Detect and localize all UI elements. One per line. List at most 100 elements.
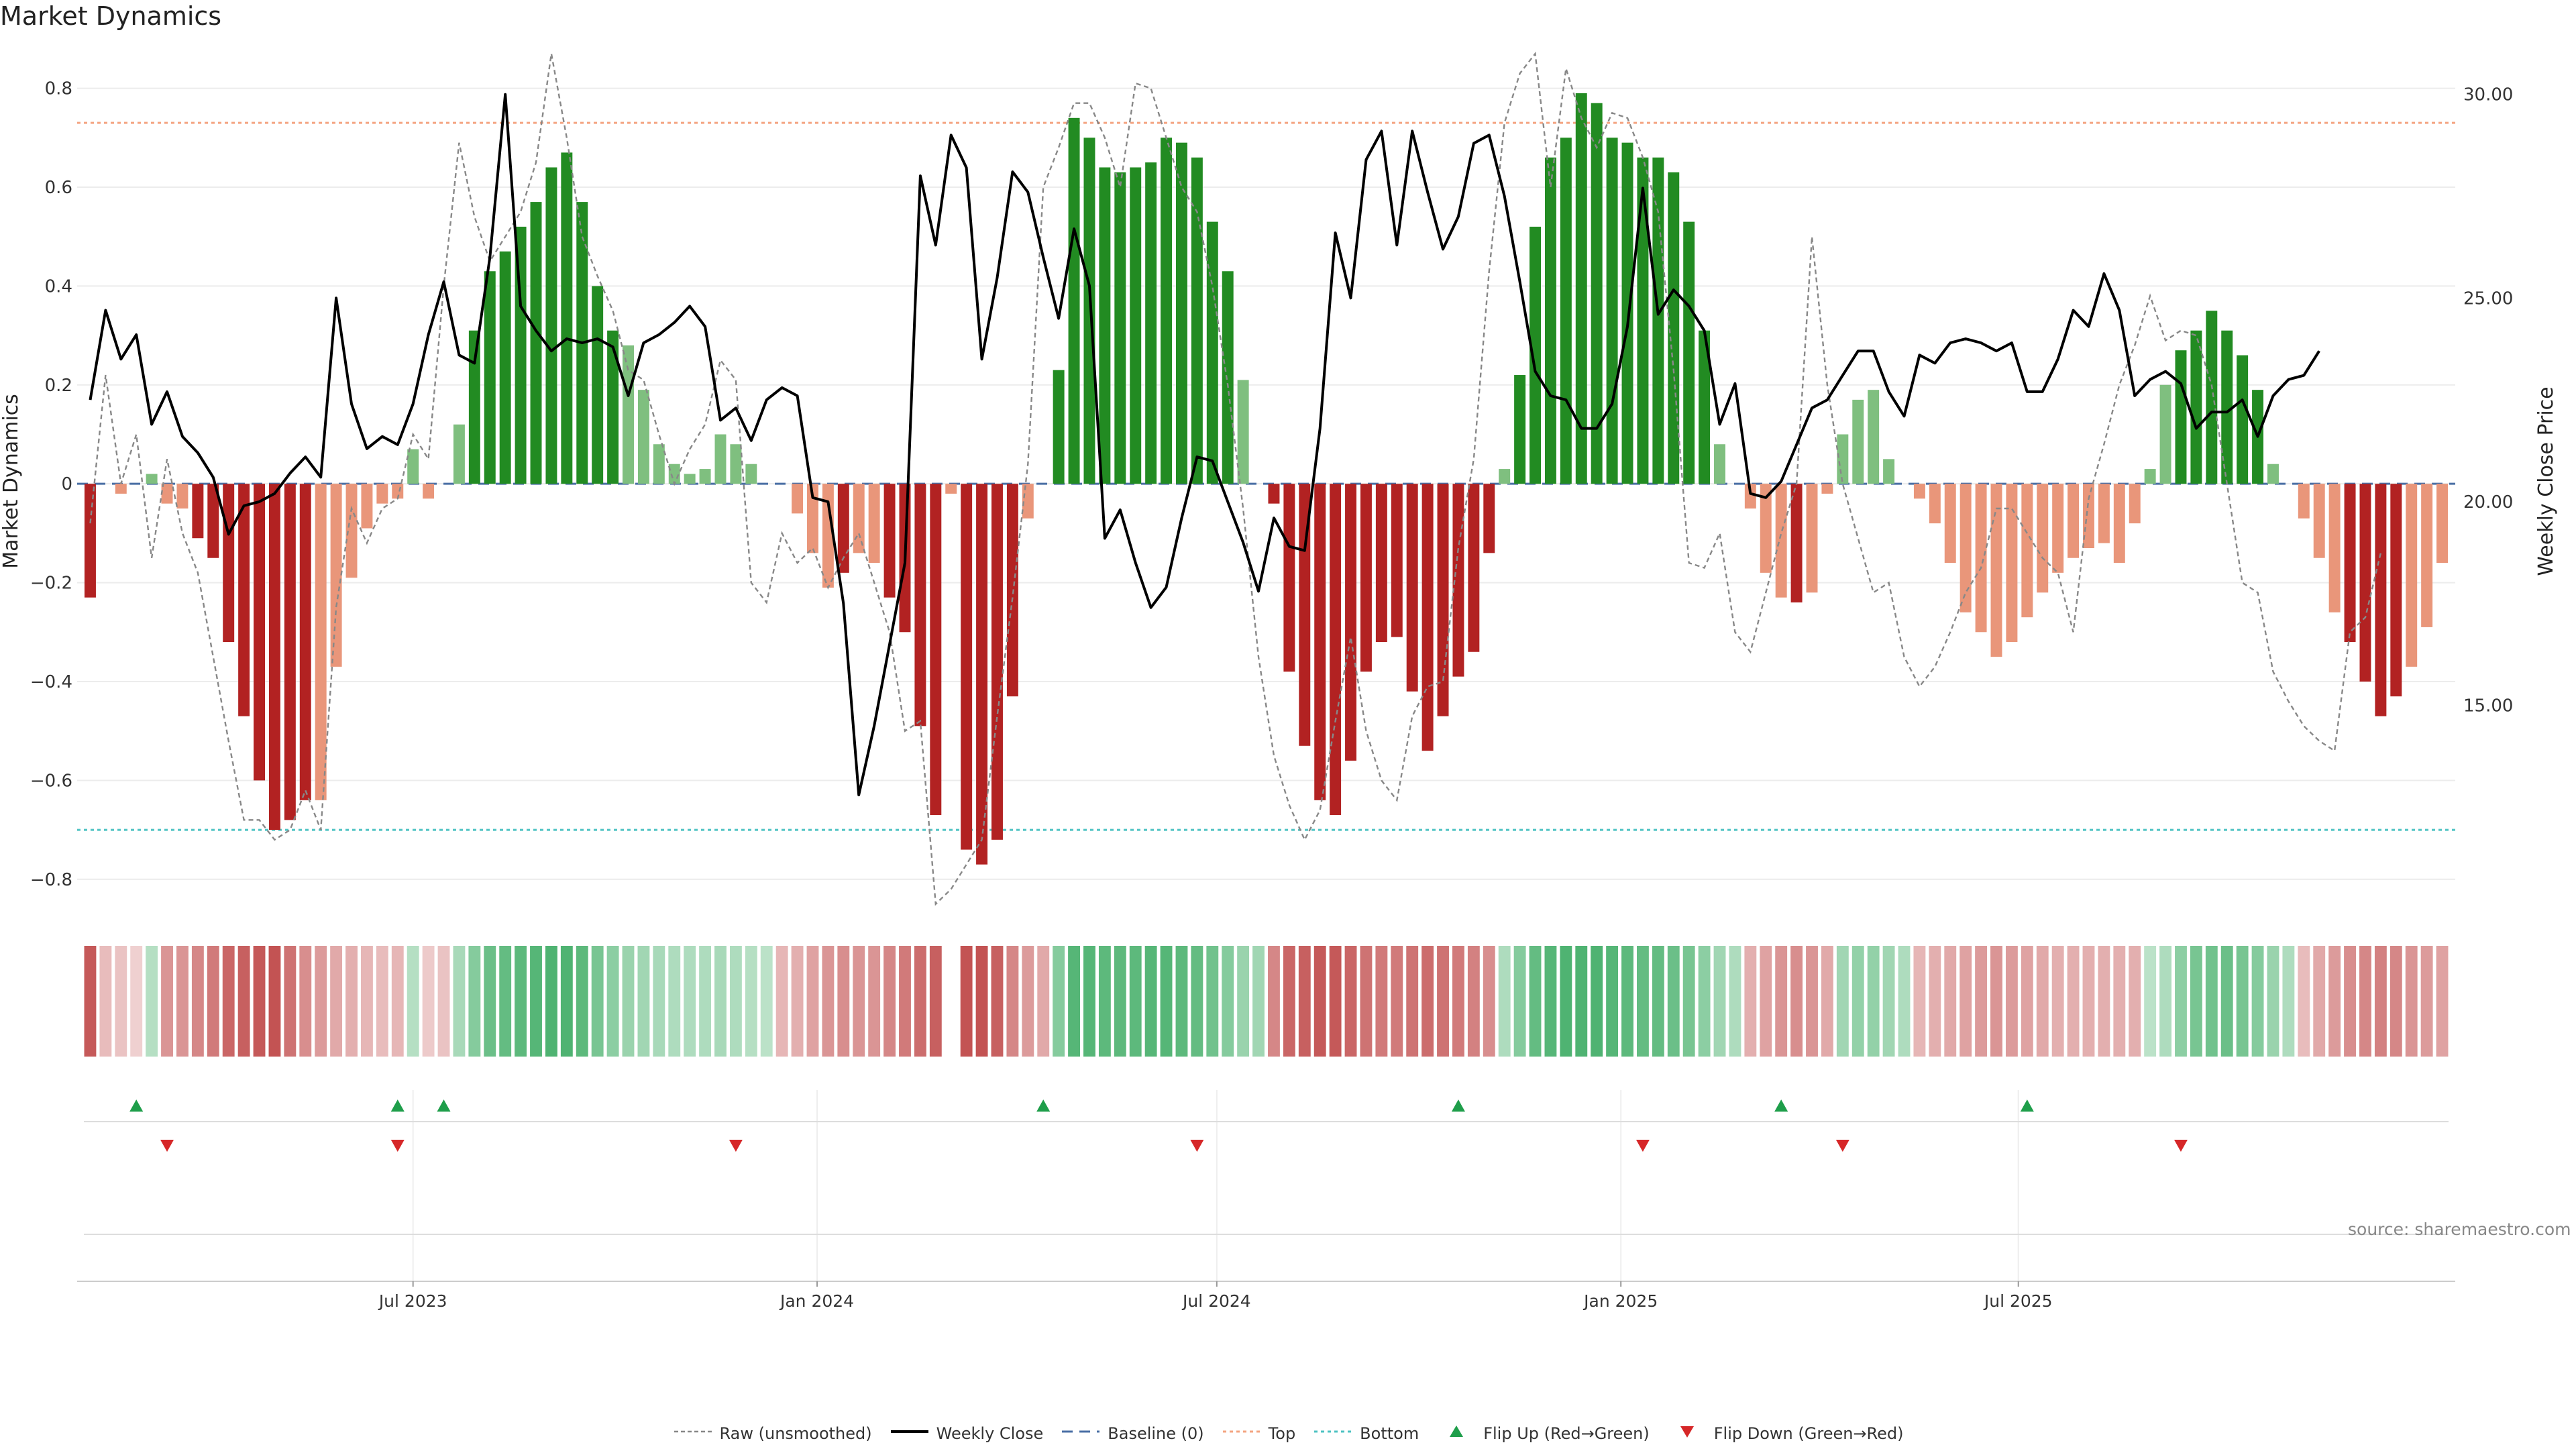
momentum-bar xyxy=(1683,221,1695,484)
strength-cell xyxy=(729,946,742,1057)
legend-item: Weekly Close xyxy=(890,1424,1043,1444)
legend-label: Bottom xyxy=(1360,1424,1419,1443)
momentum-bar xyxy=(1437,484,1449,716)
momentum-bar xyxy=(192,484,204,539)
strength-cell xyxy=(1544,946,1557,1057)
momentum-bar xyxy=(1591,103,1603,484)
strength-cell xyxy=(2036,946,2049,1057)
momentum-bar xyxy=(1575,93,1587,484)
strength-cell xyxy=(1652,946,1664,1057)
momentum-bar xyxy=(484,271,496,484)
momentum-bar xyxy=(1929,484,1941,524)
close-legend-swatch-icon xyxy=(890,1424,930,1444)
strength-cell xyxy=(376,946,388,1057)
momentum-bar xyxy=(2421,484,2433,627)
flip-up-marker xyxy=(1774,1099,1788,1112)
flip-down-marker xyxy=(729,1140,743,1152)
strength-cell xyxy=(99,946,112,1057)
strength-cell xyxy=(2190,946,2202,1057)
y2-tick-label: 30.00 xyxy=(2463,85,2513,105)
strength-cell xyxy=(914,946,926,1057)
momentum-bar xyxy=(1068,117,1080,484)
strength-cell xyxy=(791,946,804,1057)
momentum-bar xyxy=(1883,459,1895,484)
source-text: source: sharemaestro.com xyxy=(2348,1220,2571,1239)
raw-line xyxy=(89,51,2382,906)
strength-cell xyxy=(1682,946,1695,1057)
strength-cell xyxy=(1560,946,1572,1057)
strength-cell xyxy=(1929,946,1941,1057)
momentum-bar xyxy=(1206,221,1218,484)
momentum-bar xyxy=(1821,484,1833,494)
strength-cell xyxy=(637,946,650,1057)
strength-cell xyxy=(1421,946,1434,1057)
axes: −0.8 −0.6 −0.4 −0.2 0 0.2 0.4 0.6 0.8 15.00 20.00 2… xyxy=(0,79,2558,890)
legend-item: Bottom xyxy=(1313,1424,1419,1444)
momentum-bar xyxy=(1499,469,1511,484)
momentum-bar xyxy=(1621,142,1633,484)
strength-cell xyxy=(345,946,358,1057)
momentum-bar xyxy=(837,484,849,573)
strength-cell xyxy=(1513,946,1526,1057)
y-tick-label: 0.8 xyxy=(45,79,72,99)
strength-cell xyxy=(1129,946,1142,1057)
legend-item: Flip Down (Green→Red) xyxy=(1667,1424,1904,1444)
momentum-bar xyxy=(2375,484,2387,716)
strength-cell xyxy=(407,946,419,1057)
strength-cell xyxy=(2220,946,2233,1057)
strength-cell xyxy=(622,946,635,1057)
momentum-bar xyxy=(2206,311,2218,484)
momentum-bar xyxy=(1560,138,1572,484)
momentum-bar xyxy=(807,484,818,553)
momentum-bar xyxy=(1868,390,1880,484)
momentum-bar xyxy=(792,484,804,514)
flip-down-marker xyxy=(390,1140,405,1152)
strength-cell xyxy=(222,946,235,1057)
momentum-bar xyxy=(407,449,419,484)
momentum-bar xyxy=(1913,484,1925,499)
momentum-bar xyxy=(1145,162,1157,484)
date-axis: Jul 2023 Jan 2024 Jul 2024 Jan 2025 Jul 2025 xyxy=(77,1281,2455,1311)
strength-cell xyxy=(2021,946,2033,1057)
momentum-bar xyxy=(1099,167,1111,484)
flip-down-marker xyxy=(1835,1140,1849,1152)
momentum-bar xyxy=(623,345,634,484)
y-tick-label: 0.4 xyxy=(45,276,72,297)
strength-cell xyxy=(1114,946,1126,1057)
legend: Raw (unsmoothed) Weekly Close Baseline (0)… xyxy=(0,1424,2576,1444)
strength-cell xyxy=(315,946,327,1057)
momentum-bar xyxy=(2436,484,2449,564)
y-tick-label: 0 xyxy=(61,474,72,494)
strength-cell xyxy=(2313,946,2326,1057)
flip-down-marker xyxy=(1635,1140,1650,1152)
x-tick-label: Jul 2023 xyxy=(378,1291,447,1311)
flip_up-legend-swatch-icon xyxy=(1436,1424,1477,1444)
momentum-bar xyxy=(1452,484,1464,677)
strength-cell xyxy=(1329,946,1342,1057)
flip-up-marker xyxy=(390,1099,405,1112)
strength-cell xyxy=(853,946,865,1057)
strength-cell xyxy=(929,946,942,1057)
strength-cell xyxy=(391,946,404,1057)
strength-cell xyxy=(1375,946,1388,1057)
momentum-bar xyxy=(991,484,1003,840)
strength-cell xyxy=(1452,946,1464,1057)
legend-item: Flip Up (Red→Green) xyxy=(1436,1424,1650,1444)
strength-cell xyxy=(1206,946,1219,1057)
momentum-bar xyxy=(223,484,235,643)
strength-cell xyxy=(2144,946,2157,1057)
strength-cell xyxy=(207,946,219,1057)
legend-label: Flip Down (Green→Red) xyxy=(1713,1424,1904,1443)
strength-cell xyxy=(1022,946,1034,1057)
strength-cell xyxy=(606,946,619,1057)
strength-cell xyxy=(1237,946,1250,1057)
strength-cell xyxy=(1698,946,1711,1057)
strength-cell xyxy=(1360,946,1373,1057)
momentum-bar xyxy=(1852,399,1864,484)
y-tick-label: 0.6 xyxy=(45,178,72,198)
momentum-bar xyxy=(684,474,696,484)
strength-cell xyxy=(284,946,297,1057)
strength-cell xyxy=(453,946,466,1057)
momentum-bar xyxy=(2175,350,2187,484)
legend-item: Top xyxy=(1222,1424,1295,1444)
